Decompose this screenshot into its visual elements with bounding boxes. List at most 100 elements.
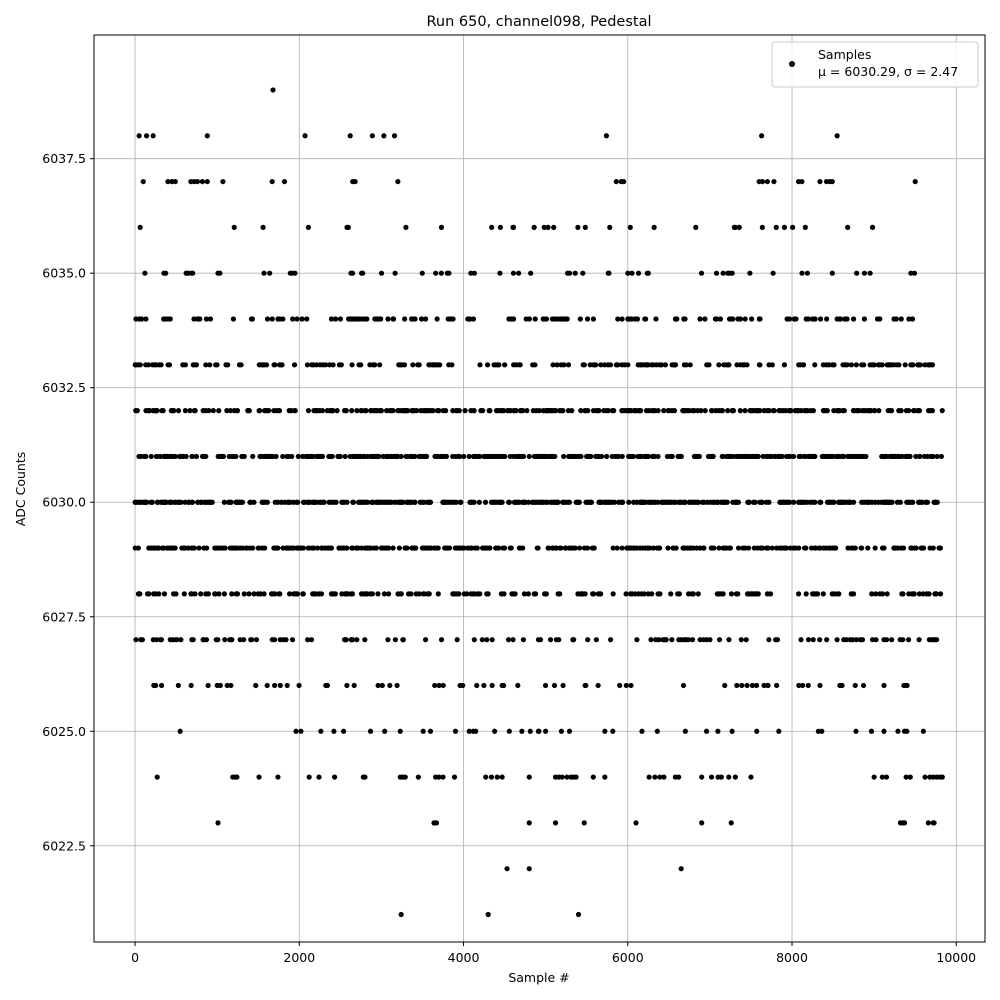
- data-point: [689, 637, 696, 643]
- data-point: [436, 682, 442, 689]
- data-point: [419, 270, 425, 276]
- data-point: [818, 499, 824, 505]
- data-point: [804, 270, 811, 276]
- data-point: [553, 408, 559, 414]
- data-point: [729, 728, 735, 734]
- data-point: [203, 637, 210, 643]
- data-point: [744, 682, 750, 689]
- data-point: [655, 453, 661, 460]
- data-point: [755, 453, 761, 460]
- data-point: [611, 408, 617, 414]
- data-point: [926, 591, 932, 597]
- data-point: [294, 591, 301, 597]
- data-point: [621, 178, 627, 185]
- data-point: [917, 362, 923, 368]
- data-point: [506, 499, 513, 505]
- data-point: [576, 545, 583, 551]
- data-point: [907, 453, 913, 460]
- data-point: [524, 408, 530, 414]
- data-point: [800, 362, 807, 368]
- x-tick-label: 10000: [936, 950, 976, 965]
- data-point: [853, 637, 859, 643]
- data-point: [390, 408, 396, 414]
- data-point: [385, 316, 391, 322]
- data-point: [931, 820, 937, 826]
- data-point: [183, 453, 189, 460]
- data-point: [272, 682, 278, 689]
- data-point: [790, 453, 797, 460]
- data-point: [833, 545, 839, 551]
- data-point: [216, 408, 222, 414]
- data-point: [338, 362, 344, 368]
- data-point: [803, 591, 809, 597]
- data-point: [776, 728, 782, 734]
- data-point: [526, 866, 532, 872]
- data-point: [215, 820, 221, 826]
- data-point: [234, 591, 241, 597]
- data-point: [599, 453, 605, 460]
- data-point: [560, 682, 566, 689]
- data-point: [575, 224, 581, 230]
- data-point: [403, 224, 409, 230]
- data-point: [253, 637, 260, 643]
- data-point: [205, 682, 211, 689]
- data-point: [174, 637, 180, 643]
- data-point: [898, 408, 904, 414]
- data-point: [937, 591, 944, 597]
- data-point: [499, 499, 505, 505]
- data-point: [654, 499, 661, 505]
- data-point: [402, 316, 408, 322]
- data-point: [413, 545, 419, 551]
- data-point: [177, 728, 183, 734]
- data-point: [502, 453, 508, 460]
- data-point: [362, 774, 368, 780]
- data-point: [831, 362, 837, 368]
- data-point: [799, 178, 805, 185]
- data-point: [702, 408, 708, 414]
- data-point: [896, 362, 902, 368]
- data-point: [464, 591, 470, 597]
- data-point: [713, 316, 720, 322]
- data-point: [191, 316, 197, 322]
- data-point: [375, 591, 381, 597]
- x-axis-label: Sample #: [508, 970, 569, 985]
- data-point: [725, 408, 731, 414]
- data-point: [715, 728, 721, 734]
- data-point: [759, 499, 765, 505]
- data-point: [662, 362, 669, 368]
- data-point: [674, 316, 680, 322]
- data-point: [149, 499, 155, 505]
- data-point: [418, 316, 425, 322]
- data-point: [576, 499, 582, 505]
- data-point: [302, 133, 308, 139]
- data-point: [867, 270, 873, 276]
- data-point: [392, 270, 398, 276]
- data-point: [158, 362, 164, 368]
- data-point: [732, 224, 738, 230]
- data-point: [881, 545, 887, 551]
- data-point: [228, 682, 234, 689]
- data-point: [520, 545, 526, 551]
- data-point: [680, 682, 687, 689]
- data-point: [604, 453, 610, 460]
- data-point: [510, 224, 517, 230]
- data-point: [796, 545, 802, 551]
- data-point: [220, 178, 226, 185]
- data-point: [280, 316, 286, 322]
- data-point: [286, 591, 293, 597]
- data-point: [812, 362, 818, 368]
- data-point: [895, 728, 901, 734]
- data-point: [378, 316, 384, 322]
- data-point: [401, 362, 408, 368]
- data-point: [648, 637, 654, 643]
- data-point: [513, 408, 519, 414]
- data-point: [924, 499, 931, 505]
- data-point: [661, 774, 667, 780]
- data-point: [820, 591, 826, 597]
- data-point: [669, 453, 675, 460]
- data-point: [929, 362, 936, 368]
- data-point: [271, 637, 278, 643]
- data-point: [883, 774, 890, 780]
- data-point: [489, 224, 495, 230]
- data-point: [157, 453, 163, 460]
